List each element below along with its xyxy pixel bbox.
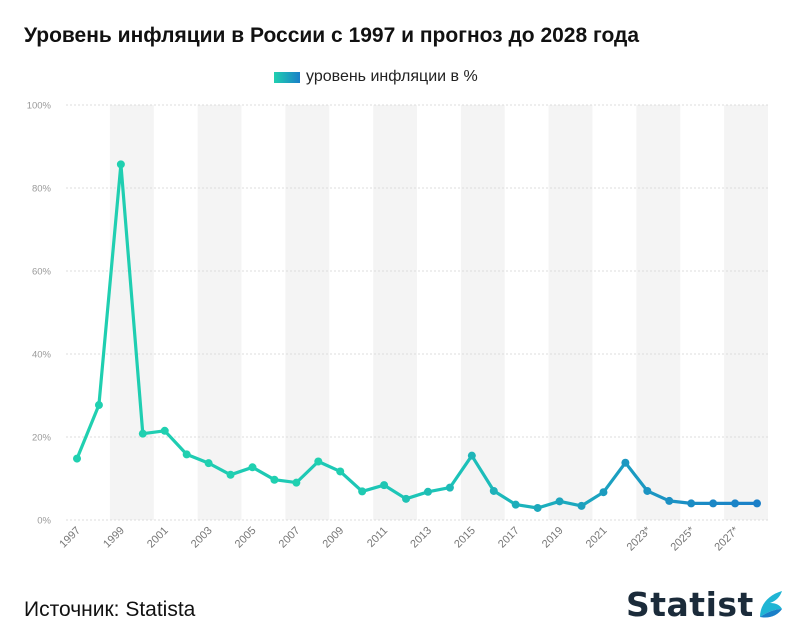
legend-swatch <box>274 71 300 83</box>
y-tick-label: 60% <box>32 267 52 278</box>
x-tick-label: 2011 <box>365 525 390 550</box>
data-point <box>643 486 652 495</box>
data-point <box>753 499 761 508</box>
x-tick-label: 1997 <box>57 525 83 551</box>
data-point <box>94 401 103 410</box>
data-point <box>248 463 257 472</box>
background-band <box>460 105 505 520</box>
y-tick-label: 0% <box>37 516 51 527</box>
data-point <box>489 486 498 495</box>
y-axis-ticks: 0% 20% 40% 60% 80% 100% <box>27 101 52 527</box>
data-point <box>292 478 301 487</box>
x-tick-label: 2007 <box>277 525 303 551</box>
x-tick-label: 2019 <box>540 525 566 551</box>
data-point <box>116 160 125 169</box>
background-band <box>285 105 330 520</box>
data-point <box>511 500 520 509</box>
x-tick-label: 2015 <box>452 525 478 551</box>
x-tick-label: 2025* <box>668 524 697 553</box>
background-band <box>548 105 593 520</box>
y-tick-label: 40% <box>32 350 52 361</box>
data-point <box>204 459 213 468</box>
data-point <box>314 457 323 466</box>
line-chart: 0% 20% 40% 60% 80% 100% 1997 1999 2001 2003 2005 2… <box>27 101 768 553</box>
gridlines <box>66 104 768 521</box>
x-axis-ticks: 1997 1999 2001 2003 2005 2007 2009 2011 2013 2015… <box>57 524 741 553</box>
data-point <box>445 483 454 492</box>
chart-title: Уровень инфляции в России с 1997 и прогн… <box>24 24 640 47</box>
data-point <box>687 499 696 508</box>
brand-mark-icon <box>759 591 782 618</box>
x-tick-label: 2013 <box>408 525 434 551</box>
x-tick-label: 2001 <box>145 525 171 551</box>
data-point <box>577 501 586 510</box>
background-band <box>373 105 417 520</box>
data-point <box>226 470 235 479</box>
x-tick-label: 2023* <box>625 524 654 553</box>
data-point <box>665 496 674 505</box>
x-tick-label: 2021 <box>584 525 610 551</box>
background-band <box>197 105 242 520</box>
data-point <box>621 458 630 467</box>
data-point <box>555 497 564 506</box>
data-point <box>599 488 608 497</box>
data-point <box>402 494 411 503</box>
statista-logo: Statist <box>626 584 786 624</box>
y-tick-label: 20% <box>32 433 52 444</box>
background-band <box>724 105 768 520</box>
data-point <box>270 475 279 484</box>
background-bands <box>109 105 768 520</box>
data-point <box>533 503 542 512</box>
data-point <box>467 451 476 460</box>
legend-label: уровень инфляции в % <box>306 68 478 85</box>
data-points <box>73 160 761 512</box>
x-tick-label: 2017 <box>496 525 522 551</box>
legend: уровень инфляции в % <box>274 66 478 88</box>
y-tick-label: 80% <box>32 184 52 195</box>
brand-wordmark: Statist <box>626 584 754 624</box>
x-tick-label: 2009 <box>321 525 347 551</box>
source-note: Источник: Statista <box>24 598 196 621</box>
data-point <box>380 481 389 490</box>
data-point <box>423 487 432 496</box>
y-tick-label: 100% <box>27 101 52 112</box>
x-tick-label: 1999 <box>101 525 127 551</box>
background-band <box>636 105 681 520</box>
data-point <box>182 450 191 459</box>
data-point <box>336 467 345 476</box>
x-tick-label: 2027* <box>712 524 741 553</box>
data-point <box>160 426 169 435</box>
data-point <box>358 487 367 496</box>
data-point <box>138 429 147 438</box>
x-tick-label: 2003 <box>189 525 215 551</box>
x-tick-label: 2005 <box>233 525 259 551</box>
data-point <box>731 499 740 508</box>
data-point <box>73 454 81 463</box>
data-point <box>709 499 718 508</box>
